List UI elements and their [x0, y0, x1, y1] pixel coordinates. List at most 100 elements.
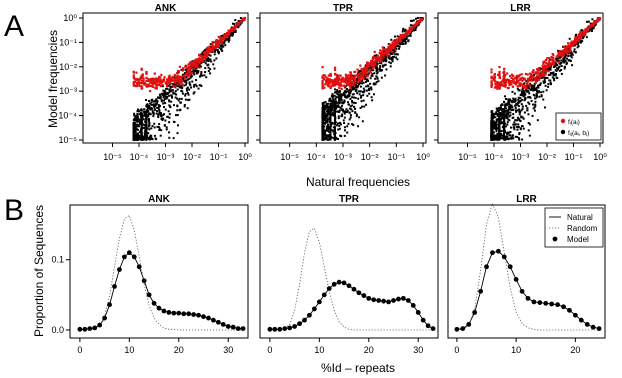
model-point [377, 56, 380, 59]
model-point [338, 84, 341, 87]
model-point [545, 61, 548, 65]
natural-point [352, 96, 355, 99]
x-axis: 10⁻⁵ 10⁻⁴ 10⁻³ 10⁻² 10⁻¹ 10⁰ [458, 143, 607, 162]
model-point [499, 81, 502, 84]
natural-point [353, 101, 356, 104]
natural-point [179, 108, 182, 111]
model-point [369, 61, 373, 64]
natural-point [518, 108, 521, 111]
natural-point [341, 113, 344, 116]
natural-point [213, 53, 216, 56]
natural-point [508, 108, 511, 111]
top-xlabel: Natural frequencies [306, 175, 410, 189]
natural-point [168, 83, 171, 86]
natural-point [164, 91, 167, 94]
natural-point [491, 119, 494, 122]
model-point [347, 76, 350, 80]
model-point [417, 21, 420, 24]
model-point [330, 84, 334, 87]
natural-point [404, 42, 407, 45]
model-point [460, 326, 466, 331]
natural-point [558, 56, 561, 59]
natural-point [384, 74, 387, 77]
natural-point [498, 129, 501, 132]
natural-point [495, 128, 498, 131]
natural-point [231, 22, 234, 25]
model-point [321, 85, 324, 88]
model-point [171, 75, 174, 78]
model-point [220, 321, 226, 327]
natural-point [571, 52, 574, 55]
model-point [521, 83, 524, 87]
natural-point [389, 62, 392, 65]
natural-point [159, 93, 162, 96]
model-point [344, 78, 347, 81]
natural-point [219, 41, 222, 44]
natural-point [153, 134, 156, 137]
natural-point [230, 34, 233, 37]
model-point [178, 81, 181, 85]
natural-point [494, 116, 497, 119]
model-point [140, 82, 143, 85]
model-point [139, 76, 142, 79]
natural-point [132, 134, 135, 137]
model-point [496, 86, 499, 89]
natural-point [502, 114, 505, 117]
model-point [410, 28, 413, 31]
natural-point [154, 100, 157, 103]
y-tick-label: 10⁰ [63, 13, 77, 23]
natural-point [391, 57, 394, 60]
model-point [203, 55, 206, 58]
natural-point [323, 121, 326, 124]
natural-point [162, 102, 165, 105]
natural-point [556, 60, 559, 63]
natural-point [175, 93, 178, 96]
natural-point [505, 107, 508, 110]
model-point [537, 300, 543, 305]
model-point [325, 76, 328, 79]
model-point [534, 80, 538, 83]
model-point [512, 74, 515, 78]
natural-point [234, 19, 237, 22]
model-point [532, 71, 535, 74]
natural-point [337, 96, 340, 99]
natural-point [193, 73, 196, 76]
natural-point [533, 94, 536, 97]
model-point [192, 67, 195, 70]
model-series-points [267, 279, 436, 332]
model-point [149, 78, 152, 82]
model-point [235, 24, 238, 28]
natural-point [135, 133, 138, 136]
model-point [150, 80, 153, 83]
natural-point [493, 123, 496, 126]
natural-point [183, 84, 186, 87]
natural-point [528, 92, 531, 95]
model-point [145, 83, 148, 86]
natural-point [354, 107, 357, 110]
model-point [153, 72, 156, 75]
natural-point [509, 99, 512, 102]
model-point [135, 81, 139, 85]
natural-point [199, 65, 202, 68]
natural-point [577, 45, 580, 48]
natural-point [329, 105, 332, 108]
model-point [178, 65, 181, 68]
natural-point [134, 125, 137, 128]
natural-point [537, 76, 540, 79]
natural-point [335, 96, 338, 99]
natural-point [340, 97, 343, 100]
natural-point [340, 93, 343, 96]
model-point [238, 21, 241, 24]
natural-point [375, 69, 378, 72]
model-point [206, 48, 209, 51]
natural-point [382, 58, 385, 61]
x-tick-label: 10⁻⁵ [280, 152, 299, 162]
natural-point [491, 129, 494, 132]
natural-point [588, 29, 591, 32]
natural-point [374, 83, 377, 86]
model-point [403, 33, 407, 37]
model-point [582, 33, 585, 36]
natural-point [530, 88, 533, 91]
model-point [230, 324, 236, 330]
